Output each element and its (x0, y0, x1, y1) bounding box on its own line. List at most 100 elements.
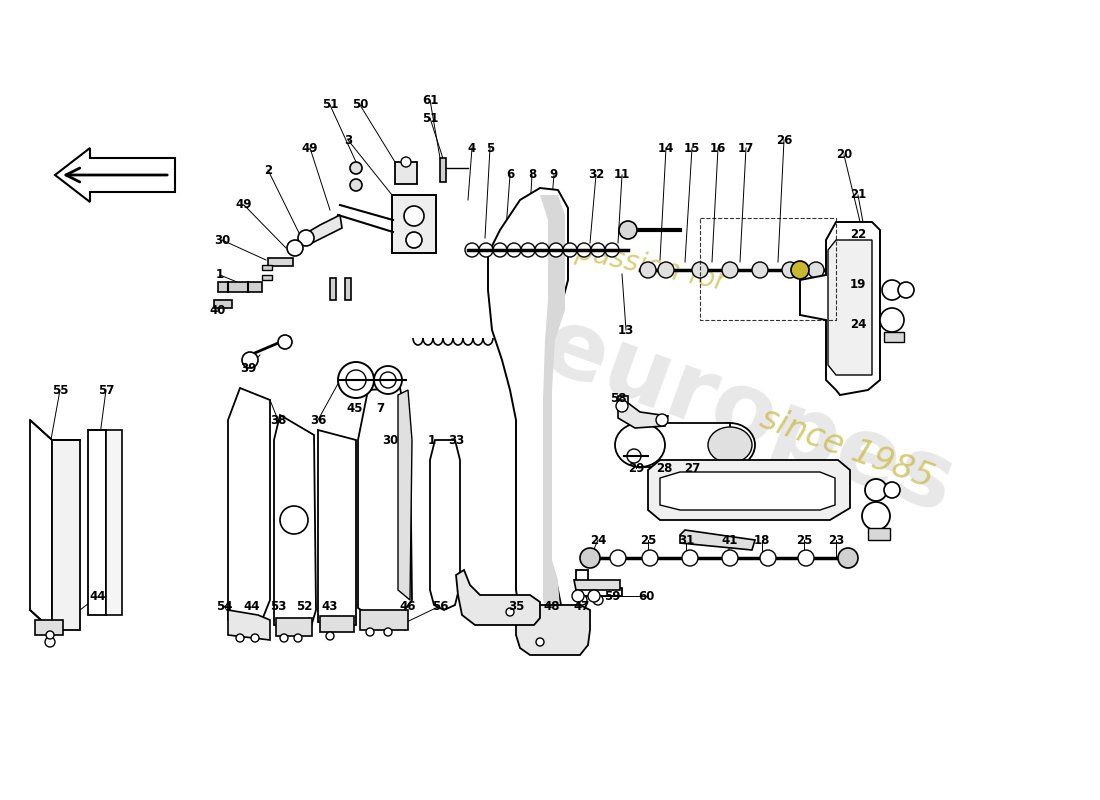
Text: 4: 4 (468, 142, 476, 154)
Circle shape (616, 400, 628, 412)
Text: since 1985: since 1985 (756, 402, 938, 494)
Text: 24: 24 (850, 318, 866, 331)
Circle shape (326, 632, 334, 640)
Text: 1: 1 (428, 434, 436, 446)
Text: 52: 52 (296, 599, 312, 613)
Polygon shape (274, 415, 316, 630)
Circle shape (563, 243, 578, 257)
Circle shape (478, 243, 493, 257)
Text: europes: europes (530, 299, 966, 533)
Circle shape (578, 595, 587, 605)
Circle shape (798, 550, 814, 566)
Circle shape (591, 243, 605, 257)
Circle shape (862, 502, 890, 530)
Text: 13: 13 (618, 323, 634, 337)
Circle shape (404, 206, 424, 226)
Circle shape (350, 179, 362, 191)
Bar (640, 423, 730, 467)
Ellipse shape (708, 427, 752, 463)
Polygon shape (648, 460, 850, 520)
Circle shape (280, 506, 308, 534)
Circle shape (619, 221, 637, 239)
Bar (392, 195, 436, 253)
Text: 50: 50 (352, 98, 368, 111)
Circle shape (493, 243, 507, 257)
Bar (214, 300, 232, 308)
Circle shape (588, 590, 600, 602)
Text: 14: 14 (658, 142, 674, 154)
Text: 48: 48 (543, 599, 560, 613)
Polygon shape (262, 265, 272, 270)
Circle shape (658, 262, 674, 278)
Text: 25: 25 (640, 534, 657, 546)
Text: 35: 35 (508, 599, 525, 613)
Circle shape (521, 243, 535, 257)
Text: 51: 51 (421, 111, 438, 125)
Circle shape (605, 243, 619, 257)
Circle shape (535, 243, 549, 257)
Circle shape (507, 243, 521, 257)
Circle shape (692, 262, 708, 278)
Text: 43: 43 (322, 599, 338, 613)
Polygon shape (228, 388, 270, 630)
Text: 30: 30 (382, 434, 398, 446)
Circle shape (294, 634, 302, 642)
Polygon shape (516, 605, 590, 655)
Bar (218, 282, 262, 292)
Polygon shape (828, 240, 872, 375)
Circle shape (236, 634, 244, 642)
Polygon shape (618, 396, 668, 428)
Text: 51: 51 (322, 98, 338, 111)
Circle shape (280, 634, 288, 642)
Circle shape (379, 372, 396, 388)
Text: 26: 26 (776, 134, 792, 146)
Text: 61: 61 (421, 94, 438, 106)
Circle shape (350, 162, 362, 174)
Text: 45: 45 (346, 402, 363, 414)
Polygon shape (358, 388, 412, 620)
Text: 55: 55 (52, 383, 68, 397)
Text: 59: 59 (604, 590, 620, 602)
Text: a passion for: a passion for (548, 232, 728, 296)
Text: 57: 57 (98, 383, 114, 397)
Polygon shape (660, 472, 835, 510)
Circle shape (722, 550, 738, 566)
Text: 16: 16 (710, 142, 726, 154)
Circle shape (465, 243, 478, 257)
Text: 36: 36 (310, 414, 327, 426)
Circle shape (242, 352, 258, 368)
Text: 1: 1 (216, 269, 224, 282)
Circle shape (549, 243, 563, 257)
Polygon shape (488, 188, 568, 625)
Polygon shape (576, 570, 621, 596)
Bar (268, 258, 293, 266)
Text: 54: 54 (216, 599, 232, 613)
Text: 2: 2 (264, 163, 272, 177)
Bar (868, 528, 890, 540)
Text: 60: 60 (638, 590, 654, 602)
Text: 41: 41 (722, 534, 738, 546)
Circle shape (656, 414, 668, 426)
Circle shape (898, 282, 914, 298)
Circle shape (752, 262, 768, 278)
Text: 44: 44 (90, 590, 107, 602)
Circle shape (791, 261, 808, 279)
Bar (395, 162, 417, 184)
Circle shape (578, 243, 591, 257)
Circle shape (338, 362, 374, 398)
Text: 27: 27 (684, 462, 700, 474)
Circle shape (298, 230, 314, 246)
Circle shape (572, 590, 584, 602)
Circle shape (642, 550, 658, 566)
Text: 46: 46 (399, 599, 416, 613)
Bar (330, 278, 336, 300)
Circle shape (760, 550, 775, 566)
Text: 19: 19 (850, 278, 866, 291)
Text: 22: 22 (850, 229, 866, 242)
Text: 29: 29 (628, 462, 645, 474)
Text: 33: 33 (448, 434, 464, 446)
Polygon shape (800, 222, 880, 395)
Text: 28: 28 (656, 462, 672, 474)
Polygon shape (456, 570, 540, 625)
Text: 11: 11 (614, 169, 630, 182)
